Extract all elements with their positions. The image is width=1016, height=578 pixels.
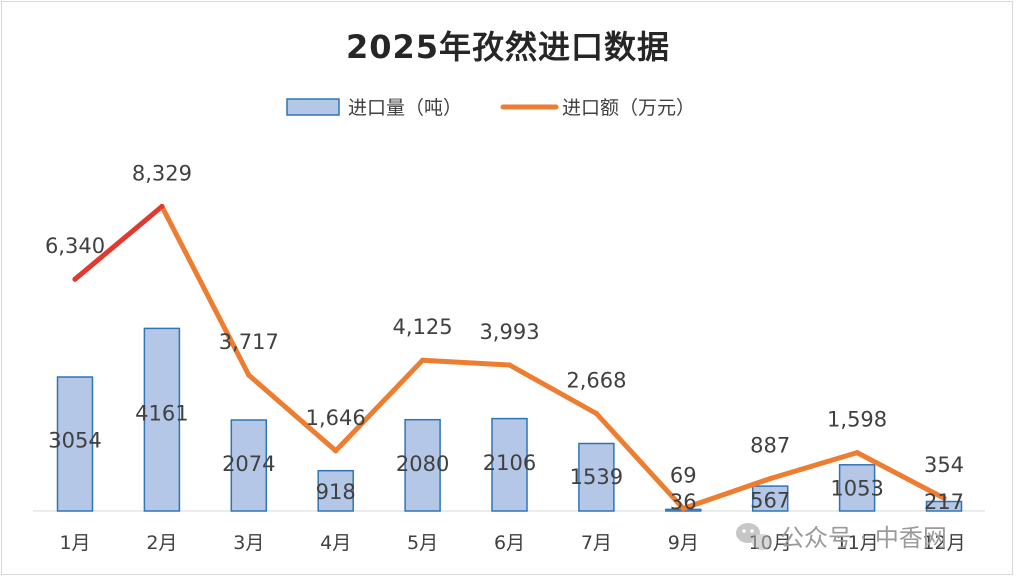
data-labels: 3054 4161 2074 918 2080 2106 1539 36 567 1053 217 6… (45, 162, 964, 515)
line-point-4 (333, 448, 339, 454)
bar-label-3: 2074 (222, 452, 275, 476)
bar-label-10: 1053 (830, 477, 883, 501)
x-tick-11: 12月 (922, 532, 965, 554)
x-tick-3: 3月 (233, 532, 264, 554)
bar-label-5: 2080 (396, 452, 449, 476)
line-label-8: 69 (670, 464, 697, 488)
line-segment-6 (507, 362, 599, 416)
line-label-6: 3,993 (479, 320, 539, 344)
line-segment-1 (72, 204, 165, 282)
x-tick-2: 2月 (146, 532, 177, 554)
watermark: 公众号 · 中香网 (736, 523, 947, 552)
bar-1 (56, 376, 94, 512)
line-label-3: 3,717 (219, 330, 279, 354)
bar-label-9: 567 (750, 488, 790, 512)
line-point-11 (941, 495, 947, 501)
line-point-5 (420, 357, 426, 363)
line-series (72, 203, 947, 512)
line-point-2 (159, 203, 165, 210)
bar-label-4: 918 (316, 480, 356, 504)
bar-label-2: 4161 (135, 402, 188, 426)
line-point-3 (246, 372, 252, 378)
line-segment-2 (159, 204, 252, 378)
line-label-10: 1,598 (827, 408, 887, 432)
x-tick-1: 1月 (59, 532, 90, 554)
watermark-text: 公众号 · 中香网 (780, 524, 947, 552)
line-segment-7 (593, 411, 686, 511)
line-point-1 (72, 276, 78, 282)
bar-10 (838, 464, 876, 512)
x-tick-6: 6月 (494, 532, 525, 554)
line-point-10 (854, 450, 860, 456)
bar-6 (491, 417, 528, 512)
line-label-2: 8,329 (132, 162, 192, 186)
wechat-icon (736, 523, 772, 550)
bar-4 (317, 469, 354, 512)
bar-label-8: 36 (670, 490, 697, 514)
x-tick-4: 4月 (320, 532, 351, 554)
line-point-8 (680, 505, 686, 512)
bar-series (56, 327, 963, 512)
line-label-9: 887 (750, 434, 790, 458)
bar-2 (143, 327, 181, 512)
chart-title: 2025年孜然进口数据 (345, 28, 671, 66)
bar-3 (230, 419, 268, 512)
x-tick-7: 7月 (581, 532, 612, 554)
line-label-1: 6,340 (45, 234, 105, 258)
line-segment-8 (680, 476, 773, 511)
legend-label-bar: 进口量（吨） (348, 97, 462, 119)
x-tick-5: 5月 (407, 532, 438, 554)
line-segment-10 (854, 450, 947, 501)
line-segment-4 (333, 357, 426, 454)
x-tick-8: 9月 (668, 532, 699, 554)
legend-swatch-bar (286, 98, 340, 116)
bar-label-1: 3054 (48, 428, 101, 452)
bar-7 (578, 442, 615, 512)
bar-9 (751, 485, 789, 512)
bar-11 (925, 500, 963, 512)
line-point-7 (593, 410, 600, 417)
line-point-6 (506, 362, 513, 368)
line-label-4: 1,646 (306, 406, 366, 430)
line-segment-3 (246, 372, 339, 454)
bar-5 (404, 418, 441, 512)
bar-label-11: 217 (924, 490, 964, 514)
x-tick-labels: 1月2月3月4月5月6月7月9月10月11月12月 (59, 532, 965, 554)
line-label-5: 4,125 (393, 315, 453, 339)
line-point-9 (767, 476, 773, 482)
legend: 进口量（吨） 进口额（万元） (286, 97, 695, 119)
bar-label-6: 2106 (483, 451, 536, 475)
line-segment-9 (767, 450, 860, 482)
line-label-7: 2,668 (566, 369, 626, 393)
line-label-11: 354 (924, 453, 964, 477)
x-tick-10: 11月 (836, 532, 879, 554)
legend-label-line: 进口额（万元） (562, 97, 695, 119)
line-segment-5 (420, 357, 512, 368)
bar-label-7: 1539 (570, 465, 623, 489)
